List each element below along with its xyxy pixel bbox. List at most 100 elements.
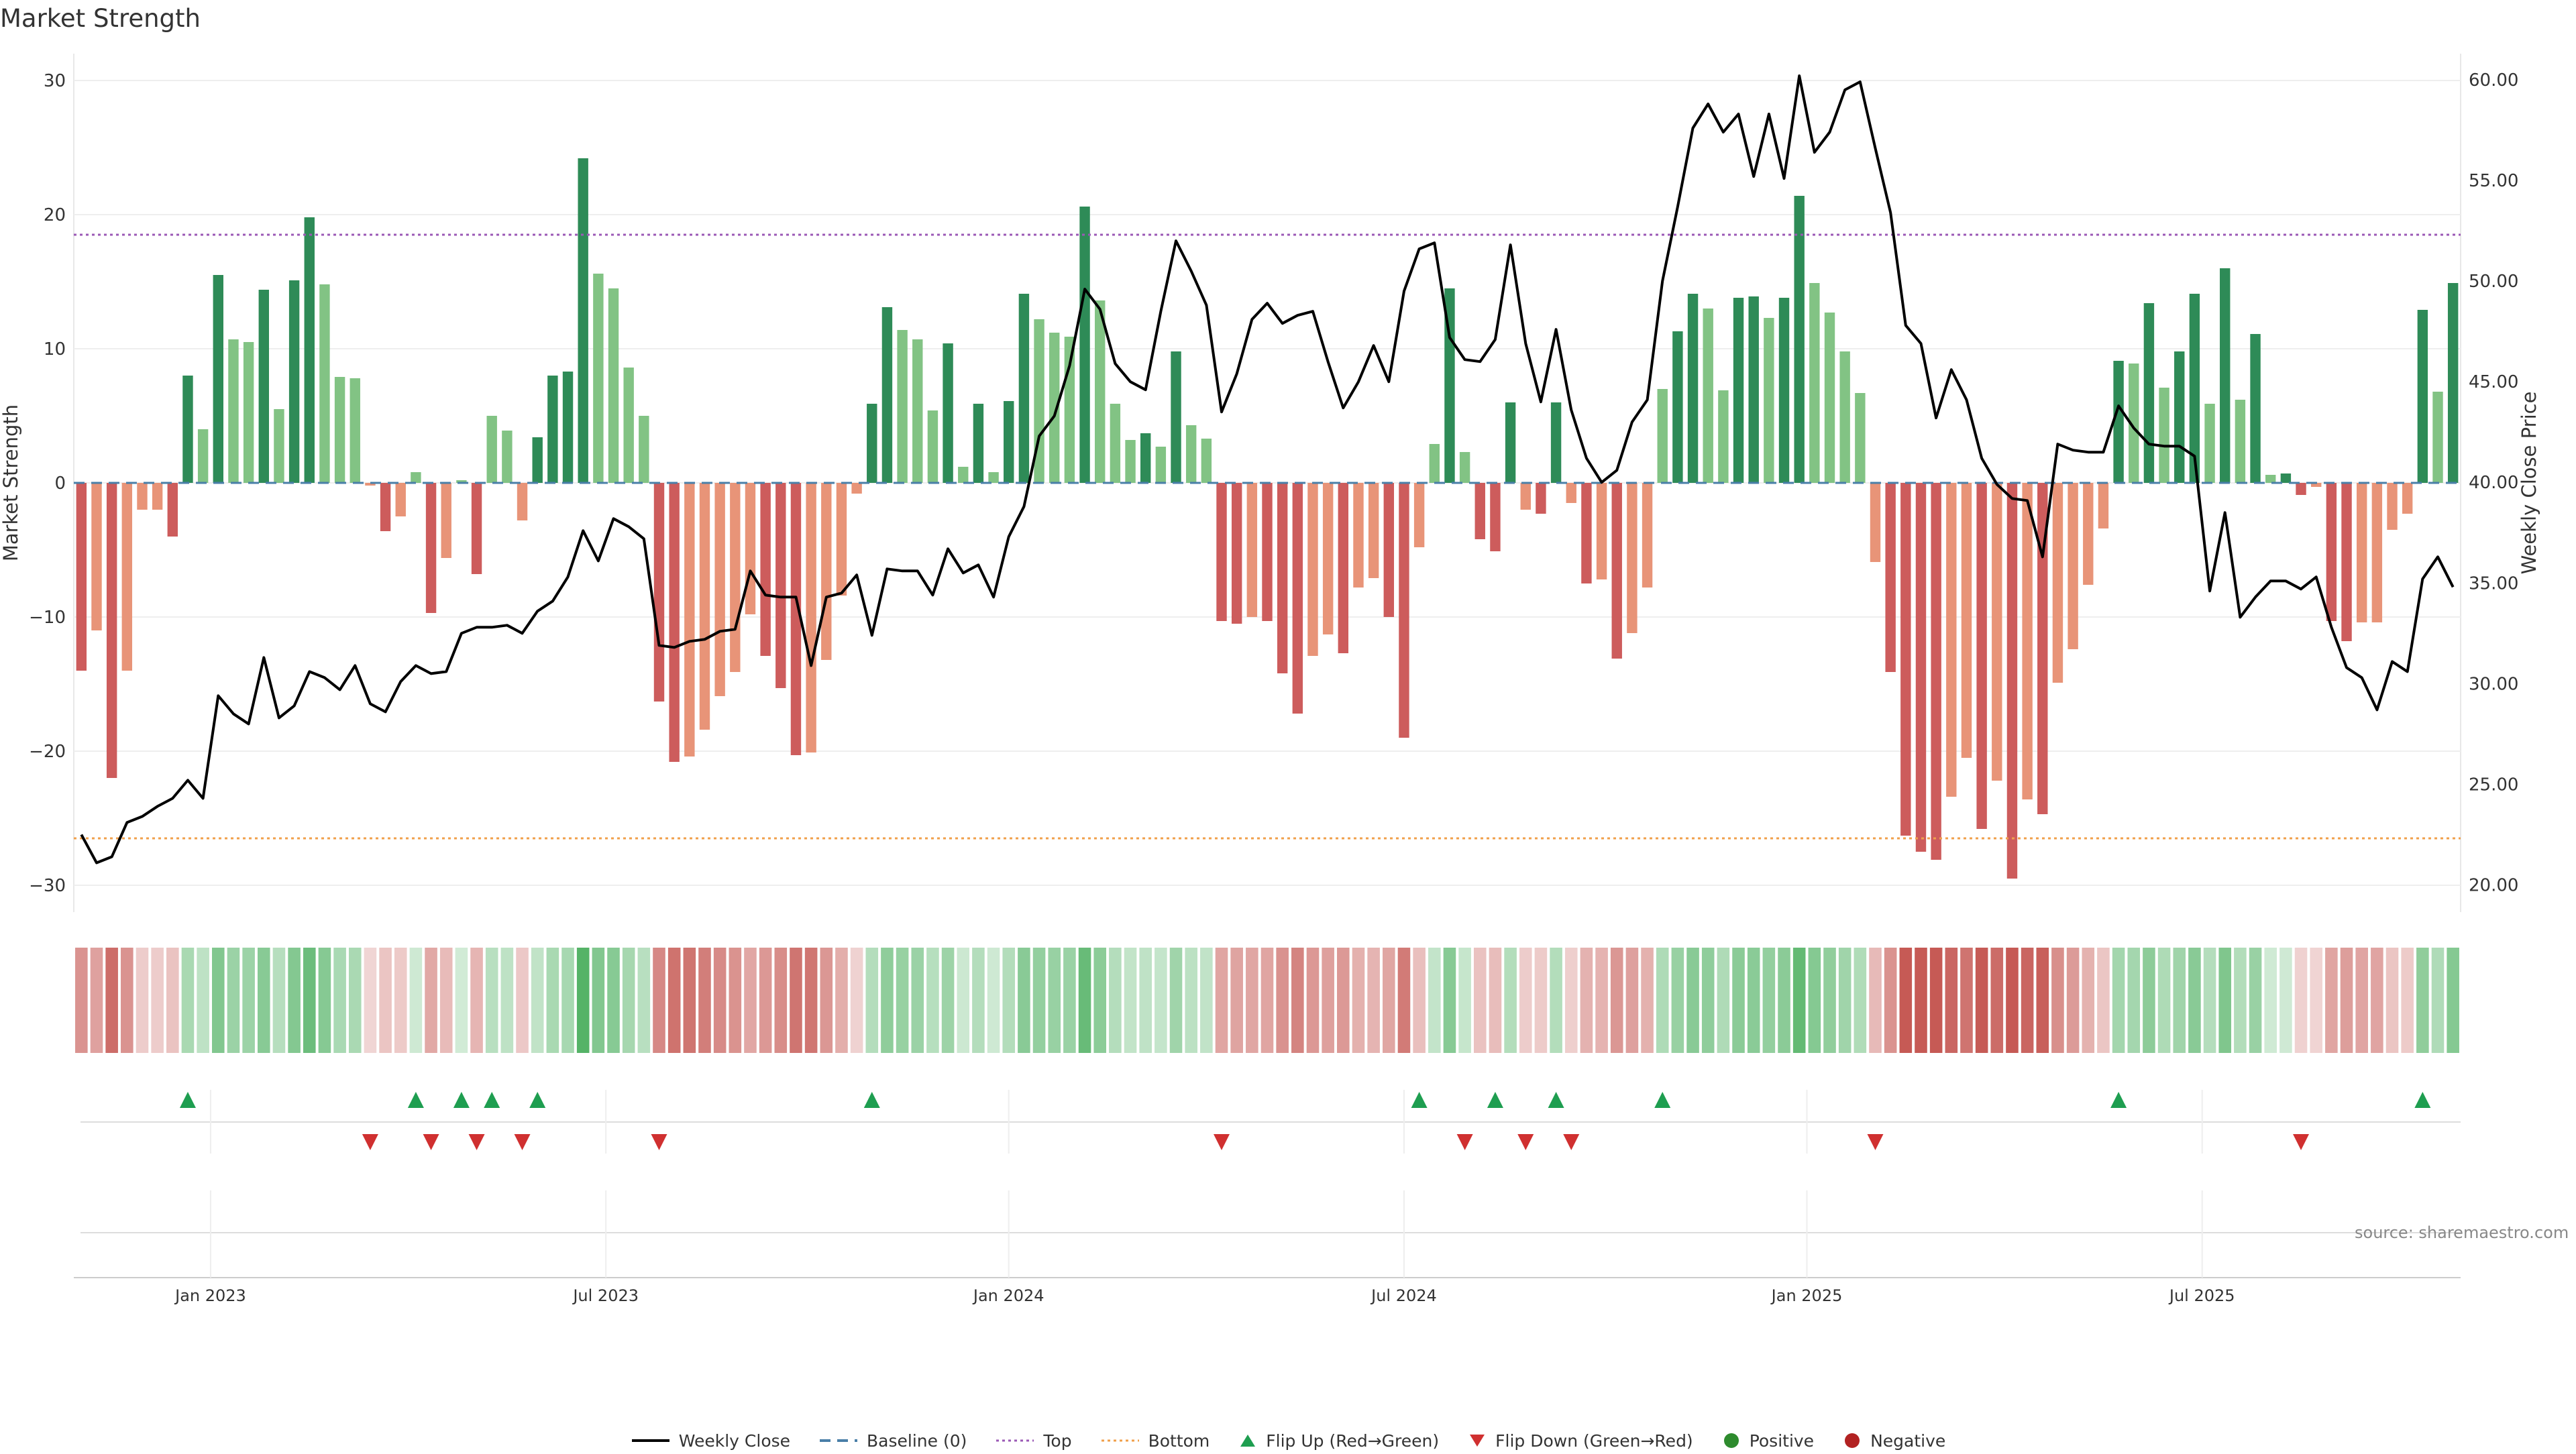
heat-cell bbox=[1671, 948, 1684, 1053]
heat-cell bbox=[2355, 948, 2368, 1053]
legend-swatch-triangle-down bbox=[1470, 1435, 1485, 1447]
strength-bar-negative bbox=[1490, 483, 1501, 551]
strength-bar-negative bbox=[684, 483, 695, 757]
y2-tick-label: 60.00 bbox=[2469, 70, 2518, 91]
heat-cell bbox=[242, 948, 255, 1053]
flip-down-marker bbox=[423, 1134, 439, 1150]
strength-bar-negative bbox=[2052, 483, 2063, 683]
legend-weekly-close[interactable]: Weekly Close bbox=[631, 1431, 790, 1451]
strength-bar-positive bbox=[1839, 351, 1850, 483]
heat-cell bbox=[303, 948, 316, 1053]
heat-cell bbox=[2279, 948, 2292, 1053]
heat-cell bbox=[1230, 948, 1243, 1053]
strength-bar-positive bbox=[486, 416, 497, 483]
y2-tick-label: 30.00 bbox=[2469, 674, 2518, 694]
strength-bar-positive bbox=[973, 404, 984, 483]
heat-cell bbox=[105, 948, 118, 1053]
heat-cell bbox=[2431, 948, 2445, 1053]
strength-bar-positive bbox=[2189, 294, 2200, 483]
legend-top[interactable]: Top bbox=[995, 1431, 1072, 1451]
heat-cell bbox=[1625, 948, 1639, 1053]
heat-cell bbox=[181, 948, 195, 1053]
strength-bar-negative bbox=[2098, 483, 2109, 528]
y-tick-label: 0 bbox=[54, 473, 66, 494]
heat-cell bbox=[926, 948, 939, 1053]
strength-bar-positive bbox=[502, 431, 513, 483]
legend-flip-up[interactable]: Flip Up (Red→Green) bbox=[1238, 1431, 1439, 1451]
heat-cell bbox=[1458, 948, 1471, 1053]
strength-bar-negative bbox=[2037, 483, 2048, 814]
heat-cell bbox=[759, 948, 772, 1053]
strength-bar-positive bbox=[1809, 283, 1820, 483]
heat-cell bbox=[1413, 948, 1426, 1053]
heat-cell bbox=[2325, 948, 2338, 1053]
heat-cell bbox=[2082, 948, 2095, 1053]
strength-bar-negative bbox=[152, 483, 163, 510]
strength-bar-negative bbox=[1231, 483, 1242, 624]
strength-bar-positive bbox=[988, 472, 999, 483]
y-tick-label: 20 bbox=[44, 205, 66, 225]
heat-cell bbox=[987, 948, 1000, 1053]
heat-cell bbox=[2249, 948, 2262, 1053]
strength-bar-negative bbox=[730, 483, 741, 672]
heat-cell bbox=[197, 948, 209, 1053]
y2-tick-label: 45.00 bbox=[2469, 372, 2518, 392]
heat-cell bbox=[941, 948, 955, 1053]
y2-tick-label: 35.00 bbox=[2469, 573, 2518, 594]
legend-bottom[interactable]: Bottom bbox=[1100, 1431, 1210, 1451]
heat-cell bbox=[2051, 948, 2064, 1053]
strength-bar-positive bbox=[2174, 351, 2185, 483]
flip-down-marker bbox=[514, 1134, 531, 1150]
strength-bar-positive bbox=[350, 378, 360, 483]
strength-bar-negative bbox=[106, 483, 117, 778]
y2-tick-label: 20.00 bbox=[2469, 875, 2518, 895]
heat-cell bbox=[257, 948, 270, 1053]
strength-bar-positive bbox=[623, 368, 634, 483]
strength-bar-negative bbox=[2296, 483, 2306, 495]
heat-cell bbox=[1018, 948, 1030, 1053]
strength-bar-negative bbox=[1976, 483, 1987, 829]
legend-label: Baseline (0) bbox=[867, 1431, 967, 1451]
heat-cell bbox=[972, 948, 985, 1053]
heat-cell bbox=[485, 948, 498, 1053]
strength-bar-negative bbox=[806, 483, 816, 752]
strength-bar-positive bbox=[213, 275, 223, 483]
strength-bar-positive bbox=[1672, 331, 1683, 483]
heat-cell bbox=[1595, 948, 1608, 1053]
strength-bar-positive bbox=[2265, 475, 2276, 483]
strength-bar-negative bbox=[821, 483, 832, 660]
heat-cell bbox=[409, 948, 423, 1053]
legend-positive[interactable]: Positive bbox=[1721, 1431, 1814, 1451]
strength-bar-positive bbox=[2220, 268, 2231, 483]
strength-bar-positive bbox=[1095, 300, 1106, 483]
legend-flip-down[interactable]: Flip Down (Green→Red) bbox=[1467, 1431, 1693, 1451]
strength-bar-negative bbox=[1915, 483, 1927, 852]
strength-bar-negative bbox=[1611, 483, 1622, 659]
strength-bar-positive bbox=[2280, 473, 2292, 483]
strength-bar-positive bbox=[2447, 283, 2459, 483]
strength-bar-positive bbox=[2417, 310, 2428, 483]
strength-bar-negative bbox=[1946, 483, 1957, 797]
heat-cell bbox=[667, 948, 681, 1053]
strength-bar-positive bbox=[2250, 334, 2261, 483]
flip-down-marker bbox=[1867, 1134, 1884, 1150]
legend-baseline[interactable]: Baseline (0) bbox=[818, 1431, 967, 1451]
strength-bar-positive bbox=[943, 343, 953, 483]
strength-bar-positive bbox=[274, 409, 284, 483]
strength-bar-negative bbox=[380, 483, 391, 531]
strength-bar-negative bbox=[121, 483, 133, 671]
strength-bar-negative bbox=[1900, 483, 1911, 836]
legend-negative[interactable]: Negative bbox=[1842, 1431, 1945, 1451]
strength-bar-negative bbox=[1338, 483, 1349, 653]
strength-bar-negative bbox=[1277, 483, 1288, 673]
strength-bar-positive bbox=[228, 339, 239, 483]
legend: Weekly Close Baseline (0) Top Bottom Fli… bbox=[0, 1427, 2576, 1454]
heat-cell bbox=[576, 948, 590, 1053]
strength-bar-negative bbox=[1246, 483, 1258, 617]
heat-cell bbox=[1063, 948, 1076, 1053]
heat-cell bbox=[637, 948, 651, 1053]
heat-cell bbox=[744, 948, 757, 1053]
heat-cell bbox=[1701, 948, 1715, 1053]
heat-cell bbox=[1093, 948, 1107, 1053]
strength-bar-negative bbox=[441, 483, 451, 558]
